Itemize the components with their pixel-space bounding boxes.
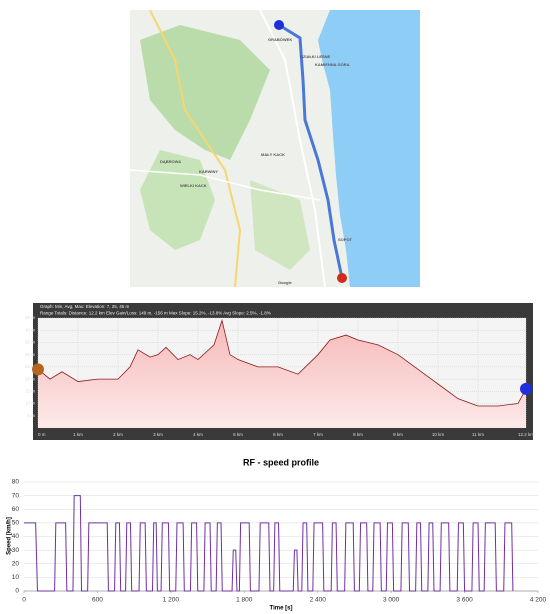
- x-tick-label: 11 km: [472, 432, 484, 437]
- y-tick-label: 30: [12, 547, 20, 554]
- x-tick-label: 5 km: [233, 432, 243, 437]
- y-tick-label: 70: [12, 492, 20, 499]
- elevation-area: [38, 320, 526, 428]
- map-label: GRABÓWEK: [268, 37, 292, 42]
- map-label: KARWINY: [199, 169, 218, 174]
- y-tick-label: 80: [12, 479, 20, 486]
- map: GRABÓWEK DZIAŁKI LEŚNE KAMIENNA GÓRA DĄB…: [130, 10, 420, 287]
- y-tick-label: 45 m: [25, 315, 35, 320]
- x-axis-label: Time [s]: [270, 606, 293, 612]
- speed-line: [24, 495, 514, 592]
- y-tick-label: 15 m: [25, 389, 35, 394]
- chart-title: RF - speed profile: [243, 457, 319, 467]
- x-tick-label: 4 200: [530, 597, 547, 604]
- x-tick-label: 12.2 km: [518, 432, 534, 437]
- x-tick-label: 3 600: [456, 597, 473, 604]
- map-road: [259, 10, 326, 287]
- x-tick-label: 8 km: [353, 432, 363, 437]
- x-tick-label: 3 000: [383, 597, 400, 604]
- map-sea: [318, 10, 420, 287]
- x-tick-label: 2 km: [113, 432, 123, 437]
- elevation-line: [37, 318, 527, 407]
- map-forest: [140, 25, 270, 160]
- map-label: DZIAŁKI LEŚNE: [300, 54, 331, 59]
- y-tick-label: 35 m: [25, 340, 35, 345]
- x-tick-label: 6 km: [273, 432, 283, 437]
- map-label: MAŁY KACK: [261, 152, 285, 157]
- y-tick-label: 25 m: [25, 364, 35, 369]
- map-label: DĄBROWA: [160, 159, 181, 164]
- y-tick-label: 40 m: [25, 327, 35, 332]
- map-label: WIELKI KACK: [180, 183, 207, 188]
- y-tick-label: 0: [15, 588, 19, 595]
- map-label: SOPOT: [338, 237, 353, 242]
- x-tick-label: 1 km: [73, 432, 83, 437]
- x-tick-label: 10 km: [432, 432, 445, 437]
- y-axis-label: Speed [km/h]: [7, 517, 13, 555]
- x-tick-label: 1 800: [236, 597, 253, 604]
- x-tick-label: 3 km: [153, 432, 163, 437]
- x-tick-label: 0 m: [38, 432, 46, 437]
- elevation-chart: Graph: Min, Avg, Max: Elevation: 7, 25, …: [25, 303, 534, 440]
- y-tick-label: 20: [12, 560, 20, 567]
- x-tick-label: 0: [22, 597, 26, 604]
- y-tick-label: 40: [12, 533, 20, 540]
- y-tick-label: 20 m: [25, 376, 35, 381]
- x-tick-label: 600: [92, 597, 103, 604]
- map-forest: [250, 180, 310, 270]
- y-tick-label: 10: [12, 574, 20, 581]
- elevation-header: Graph: Min, Avg, Max: Elevation: 7, 25, …: [40, 304, 129, 309]
- route-end: [337, 273, 347, 283]
- elevation-header: Range Totals: Distance: 12.2 km Elev Gai…: [40, 311, 271, 316]
- x-tick-label: 9 km: [393, 432, 403, 437]
- y-tick-label: 5 m: [27, 413, 35, 418]
- x-tick-label: 1 200: [163, 597, 180, 604]
- x-tick-label: 7 km: [313, 432, 323, 437]
- start-marker: [32, 363, 44, 376]
- route-start: [274, 20, 284, 30]
- map-road: [149, 10, 242, 287]
- y-tick-label: 60: [12, 506, 20, 513]
- x-tick-label: 2 400: [310, 597, 327, 604]
- y-tick-label: 30 m: [25, 352, 35, 357]
- end-marker: [520, 382, 532, 395]
- map-label: KAMIENNA GÓRA: [315, 62, 350, 67]
- y-tick-label: 10 m: [25, 401, 35, 406]
- y-tick-label: 50: [12, 520, 20, 527]
- map-route: [278, 23, 344, 279]
- speed-chart: RF - speed profile Time [s] Speed [km/h]…: [7, 457, 547, 611]
- x-tick-label: 4 km: [193, 432, 203, 437]
- map-attribution: Google: [278, 280, 293, 285]
- map-road: [130, 169, 321, 201]
